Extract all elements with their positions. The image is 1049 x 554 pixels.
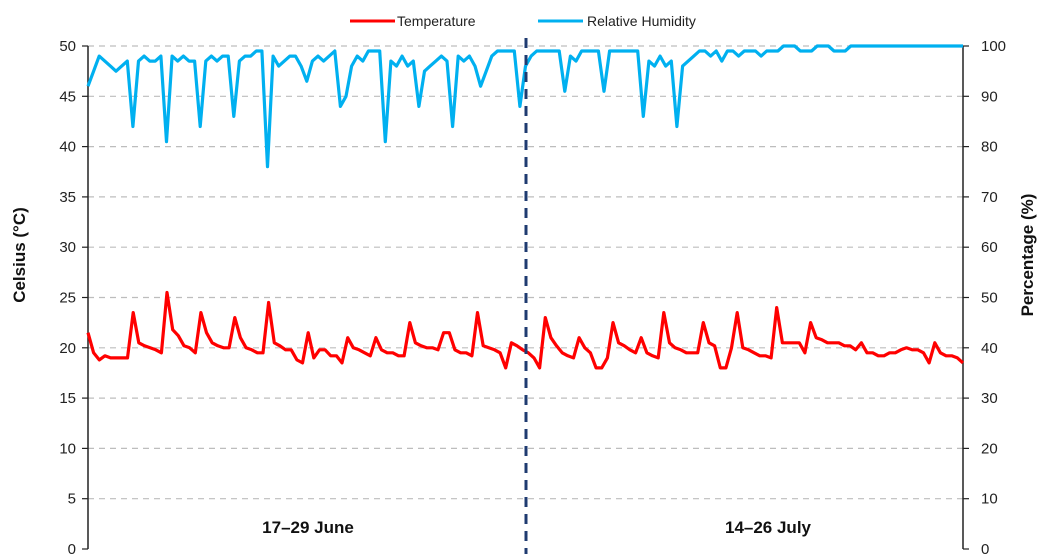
left-tick-label: 25	[59, 290, 76, 307]
right-tick-label: 30	[981, 390, 998, 407]
left-tick-label: 20	[59, 340, 76, 357]
left-tick-label: 35	[59, 189, 76, 206]
left-tick-label: 0	[68, 541, 76, 554]
legend-label-temperature: Temperature	[397, 13, 476, 29]
right-tick-label: 0	[981, 541, 989, 554]
left-axis-ticks: 0 5 10 15 20 25 30 35 40 45 50	[59, 38, 88, 554]
left-tick-label: 45	[59, 88, 76, 105]
left-tick-label: 10	[59, 440, 76, 457]
right-tick-label: 70	[981, 189, 998, 206]
left-axis-title: Celsius (°C)	[10, 207, 29, 303]
gridlines	[88, 45, 963, 500]
legend-label-humidity: Relative Humidity	[587, 13, 696, 29]
right-tick-label: 80	[981, 139, 998, 156]
left-tick-label: 50	[59, 38, 76, 55]
right-tick-label: 60	[981, 239, 998, 256]
period-label-june: 17–29 June	[262, 518, 354, 537]
left-tick-label: 30	[59, 239, 76, 256]
humidity-series-line	[86, 44, 963, 169]
right-tick-label: 20	[981, 440, 998, 457]
right-axis-ticks: 0 10 20 30 40 50 60 70 80 90 100	[963, 38, 1006, 554]
left-tick-label: 40	[59, 139, 76, 156]
period-label-july: 14–26 July	[725, 518, 812, 537]
right-tick-label: 10	[981, 491, 998, 508]
left-tick-label: 15	[59, 390, 76, 407]
right-tick-label: 50	[981, 290, 998, 307]
right-tick-label: 90	[981, 88, 998, 105]
right-tick-label: 100	[981, 38, 1006, 55]
legend: Temperature Relative Humidity	[350, 13, 696, 29]
right-tick-label: 40	[981, 340, 998, 357]
right-axis-title: Percentage (%)	[1018, 194, 1037, 317]
left-tick-label: 5	[68, 491, 76, 508]
